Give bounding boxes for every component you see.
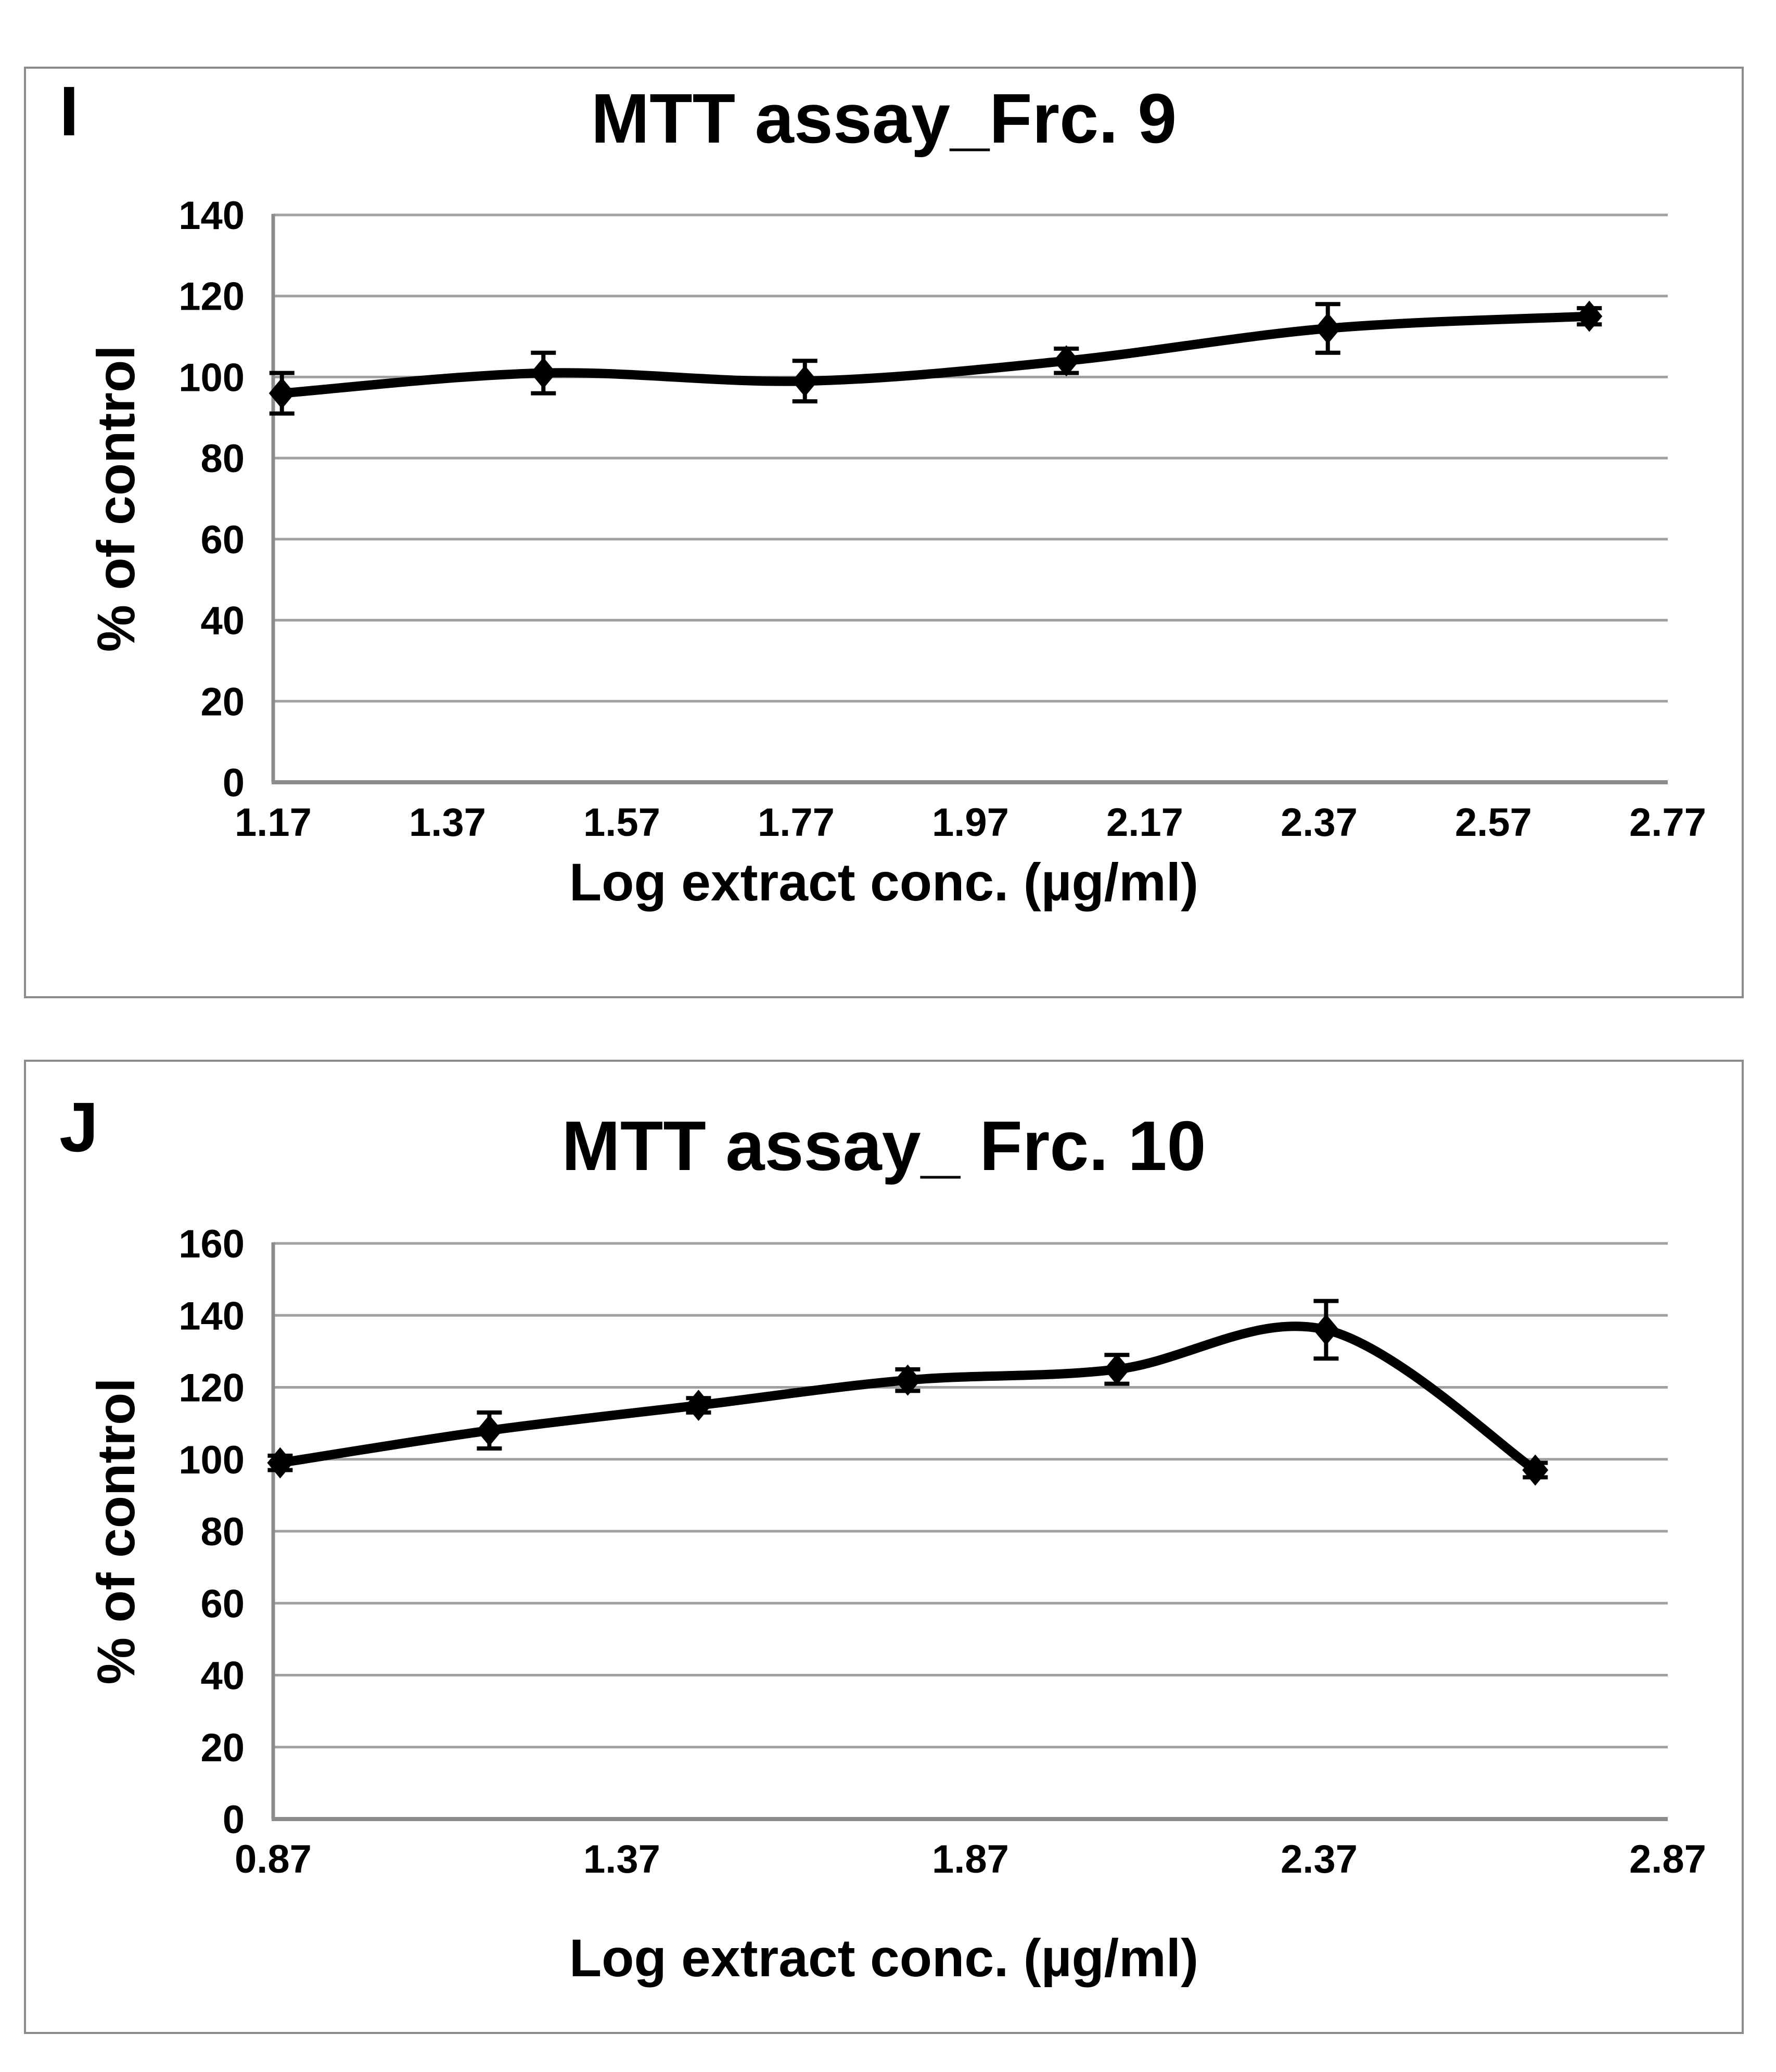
x-tick-label: 1.97 xyxy=(932,800,1009,845)
panel-letter: I xyxy=(59,72,79,150)
y-tick-label: 100 xyxy=(178,1438,245,1482)
chart-plot-frc9: 0 20 40 60 80 100 120 140 1.17 1.37 1.57 1.77 1.97 2.… xyxy=(178,194,1706,845)
x-tick-label: 1.87 xyxy=(932,1837,1009,1882)
x-tick-label: 2.57 xyxy=(1455,800,1532,845)
y-tick-label: 60 xyxy=(200,518,245,562)
y-tick-label: 80 xyxy=(200,437,245,481)
y-tick-label: 120 xyxy=(178,1366,245,1410)
data-point-marker xyxy=(1576,300,1603,332)
x-tick-label: 1.57 xyxy=(583,800,660,845)
y-tick-label: 20 xyxy=(200,680,245,724)
x-tick-label: 2.77 xyxy=(1629,800,1706,845)
data-point-marker xyxy=(530,357,557,389)
data-point-marker xyxy=(267,1447,293,1479)
x-axis-title: Log extract conc. (µg/ml) xyxy=(569,853,1199,912)
y-tick-label: 0 xyxy=(223,1798,245,1842)
y-tick-label: 60 xyxy=(200,1582,245,1626)
chart-plot-frc10: 0 20 40 60 80 100 120 140 160 0.87 1.37 1.87 2.37 2.8… xyxy=(178,1222,1706,1882)
x-tick-label: 1.37 xyxy=(583,1837,660,1882)
y-tick-label: 20 xyxy=(200,1726,245,1770)
panel-letter: J xyxy=(59,1088,99,1166)
data-point-marker xyxy=(1053,345,1080,377)
y-tick-label: 120 xyxy=(178,275,245,319)
data-point-marker xyxy=(1314,313,1341,344)
data-point-marker xyxy=(1522,1454,1549,1486)
x-tick-label: 2.37 xyxy=(1281,800,1358,845)
data-point-marker xyxy=(895,1364,921,1396)
y-tick-label: 140 xyxy=(178,1294,245,1338)
data-point-marker xyxy=(476,1415,503,1446)
x-axis-title: Log extract conc. (µg/ml) xyxy=(569,1928,1199,1988)
x-tick-label: 2.17 xyxy=(1106,800,1183,845)
panel-chart-frc10: J MTT assay_ Frc. 10 % of control 0 20 40 6… xyxy=(24,1060,1744,2034)
chart-title: MTT assay_ Frc. 10 xyxy=(561,1107,1206,1185)
data-point-marker xyxy=(791,365,818,397)
panel-chart-frc9: I MTT assay_Frc. 9 % of control 0 20 40 60 8… xyxy=(24,67,1744,998)
x-tick-label: 2.37 xyxy=(1281,1837,1358,1882)
data-point-marker xyxy=(685,1390,712,1421)
chart-title: MTT assay_Frc. 9 xyxy=(591,79,1177,158)
data-point-marker xyxy=(1313,1314,1339,1345)
y-tick-label: 80 xyxy=(200,1510,245,1554)
y-tick-label: 0 xyxy=(223,761,245,805)
y-tick-label: 100 xyxy=(178,355,245,400)
x-tick-label: 1.37 xyxy=(409,800,486,845)
x-tick-label: 2.87 xyxy=(1629,1837,1706,1882)
x-tick-label: 0.87 xyxy=(235,1837,312,1882)
y-tick-label: 40 xyxy=(200,599,245,643)
data-point-marker xyxy=(269,377,295,409)
y-tick-label: 40 xyxy=(200,1654,245,1698)
x-tick-label: 1.17 xyxy=(235,800,312,845)
y-tick-label: 140 xyxy=(178,194,245,238)
series-line xyxy=(275,1321,1540,1475)
y-tick-label: 160 xyxy=(178,1222,245,1266)
data-point-marker xyxy=(1104,1353,1130,1385)
x-tick-label: 1.77 xyxy=(758,800,835,845)
series-line xyxy=(277,311,1594,398)
